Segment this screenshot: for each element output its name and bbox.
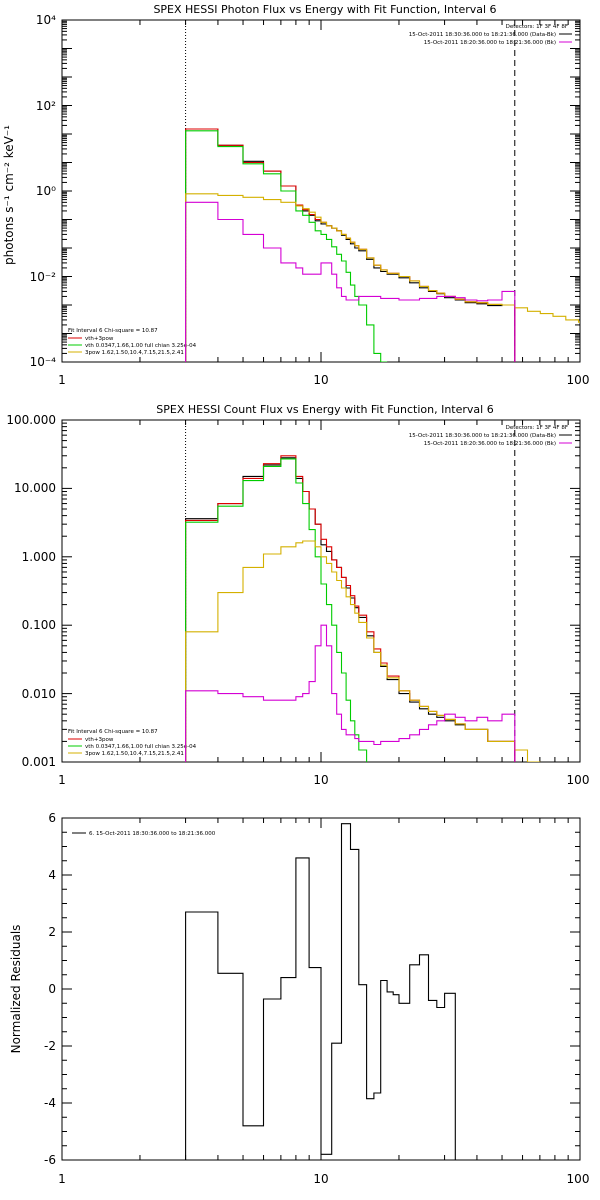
legend-bk: 15-Oct-2011 18:20:36.000 to 18:21:36.000…: [424, 441, 556, 447]
legend-topright: Detectors: 1F 3F 4F 8F 15-Oct-2011 18:30…: [409, 425, 572, 447]
legend-fit-interval: Fit Interval 6 Chi-square = 10.87: [68, 328, 158, 334]
panel-3-marks: [61, 817, 580, 1161]
x-tick-label: 1: [58, 1172, 66, 1186]
legend-vth: vth 0.0347,1.66,1.00 full chian 3.25e-04: [85, 343, 197, 349]
legend-data-bk: 15-Oct-2011 18:30:36.000 to 18:21:36.000…: [409, 32, 556, 38]
series-data-bk-line: [185, 128, 516, 362]
plot-frame: [61, 19, 581, 363]
y-tick-label: 10⁴: [36, 13, 56, 27]
x-tick-label: 100: [567, 373, 590, 387]
y-tick-label: 10⁻²: [30, 270, 57, 284]
series-3pow-line: [185, 193, 580, 362]
panel-1-marks: [61, 19, 580, 363]
legend-bk: 15-Oct-2011 18:20:36.000 to 18:21:36.000…: [424, 40, 556, 46]
series-vth-line: [185, 130, 388, 362]
y-tick-label: 6: [48, 811, 56, 825]
y-tick-labels: 0.001 0.010 0.100 1.000 10.000 100.000: [6, 413, 56, 769]
chart-marks: [61, 19, 580, 1161]
legend-data-bk: 15-Oct-2011 18:30:36.000 to 18:21:36.000…: [409, 433, 556, 439]
plot-frame: [61, 419, 581, 763]
legend-vth-3pow: vth+3pow: [85, 737, 114, 743]
series-vth-3pow-line: [185, 128, 516, 362]
x-tick-label: 1: [58, 373, 66, 387]
series-3pow-line: [185, 540, 541, 762]
y-tick-label: 2: [48, 925, 56, 939]
legend-vth-3pow: vth+3pow: [85, 336, 114, 342]
legend-detectors: Detectors: 1F 3F 4F 8F: [506, 425, 568, 431]
legend-bottomleft: Fit Interval 6 Chi-square = 10.87 vth+3p…: [68, 729, 197, 757]
x-tick-label: 10: [313, 373, 328, 387]
legend-detectors: Detectors: 1F 3F 4F 8F: [506, 24, 568, 30]
y-tick-label: 1.000: [22, 550, 56, 564]
y-tick-label: 10²: [36, 99, 56, 113]
series-residuals-line: [185, 823, 456, 1160]
x-tick-label: 10: [313, 773, 328, 787]
y-tick-label: 4: [48, 868, 56, 882]
y-tick-label: 0: [48, 982, 56, 996]
y-tick-label: 100.000: [6, 413, 56, 427]
y-tick-label: -6: [44, 1153, 56, 1167]
x-tick-labels: 1 10 100: [58, 773, 589, 787]
series-bk-line: [185, 624, 516, 762]
legend-3pow: 3pow 1.62,1.50,10.4,7.15,21.5,2.41: [85, 350, 184, 356]
y-axis-label: Normalized Residuals: [9, 925, 23, 1054]
residuals-panel: Normalized Residuals 1 10 100 -6 -4 -2 0…: [9, 811, 589, 1186]
series-vth-line: [185, 458, 368, 762]
series-bk-line: [185, 201, 516, 362]
photon-flux-panel: SPEX HESSI Photon Flux vs Energy with Fi…: [2, 3, 589, 387]
x-tick-label: 100: [567, 1172, 590, 1186]
legend-bottomleft: Fit Interval 6 Chi-square = 10.87 vth+3p…: [68, 328, 197, 356]
y-axis-label: photons s⁻¹ cm⁻² keV⁻¹: [2, 125, 16, 265]
y-tick-label: -4: [44, 1096, 56, 1110]
chart-title: SPEX HESSI Photon Flux vs Energy with Fi…: [153, 3, 496, 16]
legend-fit-interval: Fit Interval 6 Chi-square = 10.87: [68, 729, 158, 735]
x-tick-labels: 1 10 100: [58, 373, 589, 387]
y-tick-labels: -6 -4 -2 0 2 4 6: [44, 811, 56, 1167]
legend-topleft: 6. 15-Oct-2011 18:30:36.000 to 18:21:36.…: [72, 831, 216, 837]
x-tick-label: 10: [313, 1172, 328, 1186]
y-tick-label: 0.010: [22, 687, 56, 701]
panel-2-marks: [61, 419, 580, 763]
y-tick-labels: 10⁻⁴ 10⁻² 10⁰ 10² 10⁴: [30, 13, 57, 369]
x-tick-label: 1: [58, 773, 66, 787]
y-tick-label: 0.100: [22, 618, 56, 632]
x-tick-labels: 1 10 100: [58, 1172, 589, 1186]
y-tick-label: 0.001: [22, 755, 56, 769]
count-flux-panel: SPEX HESSI Count Flux vs Energy with Fit…: [6, 403, 589, 787]
legend-interval: 6. 15-Oct-2011 18:30:36.000 to 18:21:36.…: [89, 831, 216, 837]
legend-vth: vth 0.0347,1.66,1.00 full chian 3.25e-04: [85, 744, 197, 750]
y-tick-label: 10⁻⁴: [30, 355, 57, 369]
legend-topright: Detectors: 1F 3F 4F 8F 15-Oct-2011 18:30…: [409, 24, 572, 46]
x-tick-label: 100: [567, 773, 590, 787]
chart-title: SPEX HESSI Count Flux vs Energy with Fit…: [156, 403, 493, 416]
legend-3pow: 3pow 1.62,1.50,10.4,7.15,21.5,2.41: [85, 751, 184, 757]
y-tick-label: -2: [44, 1039, 56, 1053]
y-tick-label: 10.000: [14, 481, 56, 495]
y-tick-label: 10⁰: [36, 184, 56, 198]
